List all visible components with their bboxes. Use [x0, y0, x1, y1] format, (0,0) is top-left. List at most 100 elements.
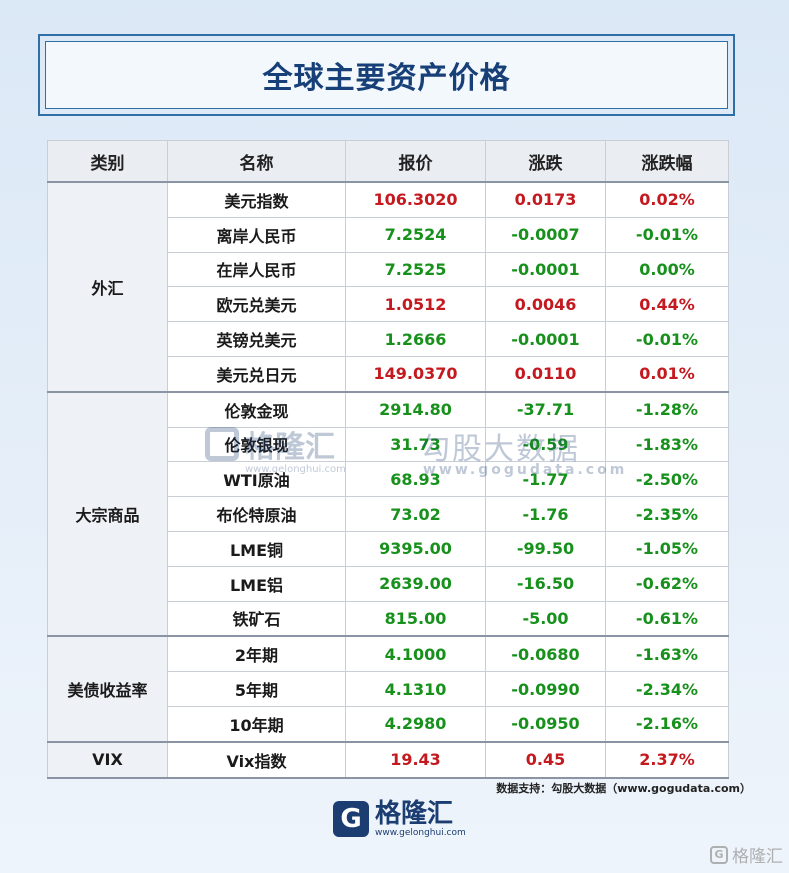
price-cell: 4.2980: [345, 705, 486, 743]
price-cell: 73.02: [345, 496, 486, 532]
change-pct-cell: -1.63%: [605, 635, 729, 673]
change-cell: -37.71: [485, 390, 606, 428]
name-cell: LME铝: [167, 565, 346, 602]
category-cell: 美债收益率: [47, 635, 168, 743]
name-cell: 布伦特原油: [167, 496, 346, 532]
table-row: 英镑兑美元 1.2666 -0.0001 -0.01%: [48, 321, 729, 357]
name-cell: 美元兑日元: [167, 355, 346, 393]
table-row: LME铜 9395.00 -99.50 -1.05%: [48, 530, 729, 567]
price-cell: 4.1310: [345, 671, 486, 707]
change-pct-cell: -2.35%: [605, 496, 729, 532]
change-cell: -0.0001: [485, 321, 606, 357]
name-cell: 英镑兑美元: [167, 321, 346, 357]
header-price: 报价: [345, 140, 486, 183]
change-cell: 0.0046: [485, 286, 606, 323]
price-cell: 1.2666: [345, 321, 486, 357]
corner-watermark-text: 格隆汇: [732, 847, 783, 867]
change-cell: -0.0007: [485, 216, 606, 253]
name-cell: 5年期: [167, 671, 346, 707]
change-pct-cell: -1.28%: [605, 390, 729, 428]
name-cell: 10年期: [167, 705, 346, 743]
price-cell: 106.3020: [345, 181, 486, 218]
change-pct-cell: -0.62%: [605, 565, 729, 602]
name-cell: Vix指数: [167, 740, 346, 779]
title-panel: 全球主要资产价格: [45, 41, 728, 109]
change-cell: -0.0990: [485, 671, 606, 707]
footer-logo: G 格隆汇 www.gelonghui.com: [333, 800, 466, 838]
name-cell: WTI原油: [167, 461, 346, 498]
change-cell: -0.0680: [485, 635, 606, 673]
change-cell: -99.50: [485, 530, 606, 567]
name-cell: 铁矿石: [167, 600, 346, 637]
corner-watermark: G 格隆汇: [710, 842, 783, 867]
table-row: 欧元兑美元 1.0512 0.0046 0.44%: [48, 286, 729, 323]
change-pct-cell: -2.16%: [605, 705, 729, 743]
table-header-row: 类别 名称 报价 涨跌 涨跌幅: [47, 140, 729, 183]
logo-text-block: 格隆汇 www.gelonghui.com: [375, 800, 466, 838]
category-cell: 大宗商品: [47, 390, 168, 637]
corner-logo-icon: G: [710, 845, 728, 864]
price-cell: 815.00: [345, 600, 486, 637]
change-pct-cell: -0.01%: [605, 216, 729, 253]
price-cell: 19.43: [345, 740, 486, 779]
category-cell: 外汇: [47, 181, 168, 393]
name-cell: 在岸人民币: [167, 251, 346, 288]
change-pct-cell: 0.44%: [605, 286, 729, 323]
change-cell: -0.0001: [485, 251, 606, 288]
header-change: 涨跌: [485, 140, 606, 183]
table-row: 5年期 4.1310 -0.0990 -2.34%: [48, 671, 729, 707]
change-pct-cell: 0.02%: [605, 181, 729, 218]
change-pct-cell: -2.50%: [605, 461, 729, 498]
change-cell: -0.59: [485, 426, 606, 463]
price-cell: 4.1000: [345, 635, 486, 673]
table-row: 伦敦银现 31.73 -0.59 -1.83%: [48, 426, 729, 463]
price-cell: 1.0512: [345, 286, 486, 323]
table-row: VIX Vix指数 19.43 0.45 2.37%: [47, 740, 729, 779]
change-pct-cell: -2.34%: [605, 671, 729, 707]
price-cell: 149.0370: [345, 355, 486, 393]
price-cell: 68.93: [345, 461, 486, 498]
table-row: 10年期 4.2980 -0.0950 -2.16%: [48, 705, 729, 743]
change-pct-cell: -0.61%: [605, 600, 729, 637]
header-category: 类别: [47, 140, 168, 183]
change-cell: 0.0173: [485, 181, 606, 218]
header-change-pct: 涨跌幅: [605, 140, 729, 183]
change-cell: -5.00: [485, 600, 606, 637]
table-row: 在岸人民币 7.2525 -0.0001 0.00%: [48, 251, 729, 288]
price-cell: 31.73: [345, 426, 486, 463]
change-cell: 0.45: [485, 740, 606, 779]
source-note: 数据支持：勾股大数据（www.gogudata.com）: [496, 782, 751, 795]
logo-name: 格隆汇: [375, 799, 454, 829]
name-cell: 伦敦银现: [167, 426, 346, 463]
price-cell: 9395.00: [345, 530, 486, 567]
table-row: LME铝 2639.00 -16.50 -0.62%: [48, 565, 729, 602]
change-cell: -1.76: [485, 496, 606, 532]
category-cell: VIX: [47, 740, 168, 779]
name-cell: LME铜: [167, 530, 346, 567]
change-cell: -16.50: [485, 565, 606, 602]
table-row: 离岸人民币 7.2524 -0.0007 -0.01%: [48, 216, 729, 253]
name-cell: 伦敦金现: [167, 390, 346, 428]
change-pct-cell: -1.05%: [605, 530, 729, 567]
price-cell: 2639.00: [345, 565, 486, 602]
change-cell: -1.77: [485, 461, 606, 498]
name-cell: 欧元兑美元: [167, 286, 346, 323]
gelonghui-logo-icon: G: [333, 801, 369, 837]
change-pct-cell: -0.01%: [605, 321, 729, 357]
change-pct-cell: 0.01%: [605, 355, 729, 393]
table-row: 布伦特原油 73.02 -1.76 -2.35%: [48, 496, 729, 532]
name-cell: 2年期: [167, 635, 346, 673]
table-row: 外汇 美元指数 106.3020 0.0173 0.02%: [47, 181, 729, 393]
change-cell: 0.0110: [485, 355, 606, 393]
logo-url: www.gelonghui.com: [375, 828, 466, 838]
price-cell: 7.2525: [345, 251, 486, 288]
change-pct-cell: 0.00%: [605, 251, 729, 288]
asset-price-table: 类别 名称 报价 涨跌 涨跌幅 外汇 美元指数 106.3020 0.0173 0.02…: [47, 140, 729, 779]
table-row: WTI原油 68.93 -1.77 -2.50%: [48, 461, 729, 498]
table-body: 外汇 美元指数 106.3020 0.0173 0.02% 离岸人民币 7.2524 -0.0…: [47, 181, 729, 779]
table-row: 美债收益率 2年期 4.1000 -0.0680 -1.63%: [47, 635, 729, 743]
change-cell: -0.0950: [485, 705, 606, 743]
name-cell: 美元指数: [167, 181, 346, 218]
table-row: 大宗商品 伦敦金现 2914.80 -37.71 -1.28%: [47, 390, 729, 637]
name-cell: 离岸人民币: [167, 216, 346, 253]
